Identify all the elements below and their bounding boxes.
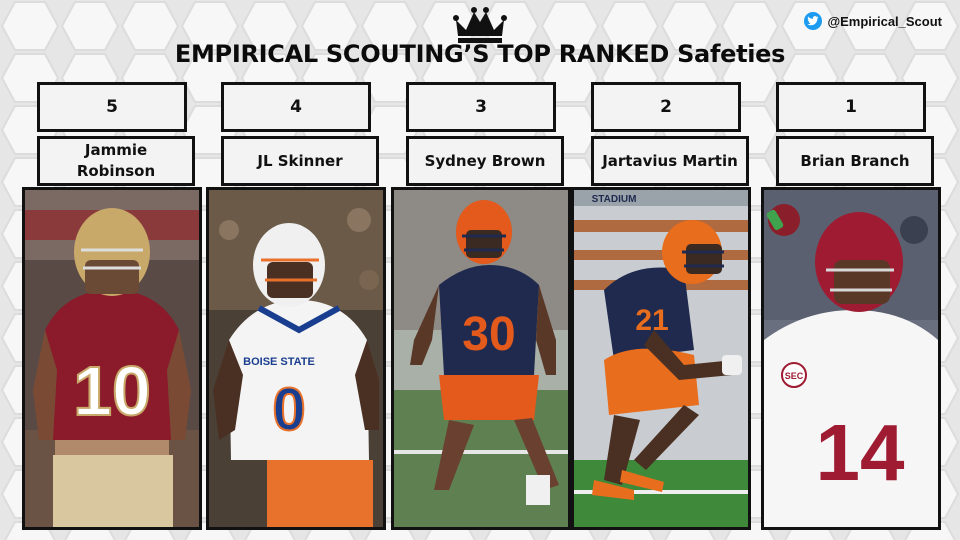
rank-box: 1 — [776, 82, 926, 132]
player-photo: STADIUM 21 — [571, 187, 751, 530]
player-card-rank-3: 3 Sydney Brown 30 — [391, 82, 571, 532]
jersey-number: 10 — [73, 352, 151, 430]
player-name: JL Skinner — [257, 151, 343, 170]
rank-box: 5 — [37, 82, 187, 132]
jersey-number: 30 — [462, 308, 515, 361]
player-name: Jartavius Martin — [602, 151, 738, 170]
player-photo: 10 — [22, 187, 202, 530]
player-name: Brian Branch — [800, 151, 910, 170]
twitter-handle-text: @Empirical_Scout — [827, 13, 942, 29]
player-card-rank-2: 2 Jartavius Martin STADIUM — [571, 82, 751, 532]
crown-icon — [453, 7, 507, 43]
rank-box: 2 — [591, 82, 741, 132]
player-photo: 30 — [391, 187, 571, 530]
jersey-number: 14 — [816, 408, 905, 497]
player-card-rank-1: 1 Brian Branch SEC 14 — [761, 82, 941, 532]
player-name-box: Sydney Brown — [406, 136, 564, 186]
player-name-box: Brian Branch — [776, 136, 934, 186]
player-photo: BOISE STATE 0 — [206, 187, 386, 530]
twitter-bird-icon — [804, 12, 823, 30]
player-card-rank-5: 5 Jammie Robinson 10 — [22, 82, 202, 532]
rank-box: 3 — [406, 82, 556, 132]
page-title: EMPIRICAL SCOUTING’S TOP RANKED Safeties — [174, 40, 786, 68]
player-photo: SEC 14 — [761, 187, 941, 530]
player-name-box: Jartavius Martin — [591, 136, 749, 186]
player-name-box: Jammie Robinson — [37, 136, 195, 186]
rank-box: 4 — [221, 82, 371, 132]
twitter-handle[interactable]: @Empirical_Scout — [804, 12, 942, 30]
stadium-banner-text: STADIUM — [592, 194, 637, 205]
player-name: Jammie Robinson — [76, 141, 156, 180]
player-name: Sydney Brown — [424, 151, 546, 170]
jersey-text: BOISE STATE — [243, 356, 315, 368]
sec-patch-text: SEC — [785, 371, 804, 381]
jersey-number: 0 — [272, 376, 305, 443]
player-name-box: JL Skinner — [221, 136, 379, 186]
player-card-rank-4: 4 JL Skinner BOISE STATE 0 — [206, 82, 386, 532]
jersey-number: 21 — [635, 304, 668, 337]
